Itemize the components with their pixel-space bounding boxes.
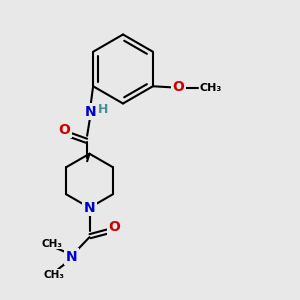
Text: CH₃: CH₃ <box>41 239 62 249</box>
Text: H: H <box>98 103 108 116</box>
Text: O: O <box>172 80 184 94</box>
Text: N: N <box>66 250 77 264</box>
Text: CH₃: CH₃ <box>43 270 64 280</box>
Text: N: N <box>84 201 95 215</box>
Text: O: O <box>58 123 70 137</box>
Text: N: N <box>84 105 96 119</box>
Text: CH₃: CH₃ <box>200 83 222 93</box>
Text: O: O <box>109 220 120 234</box>
